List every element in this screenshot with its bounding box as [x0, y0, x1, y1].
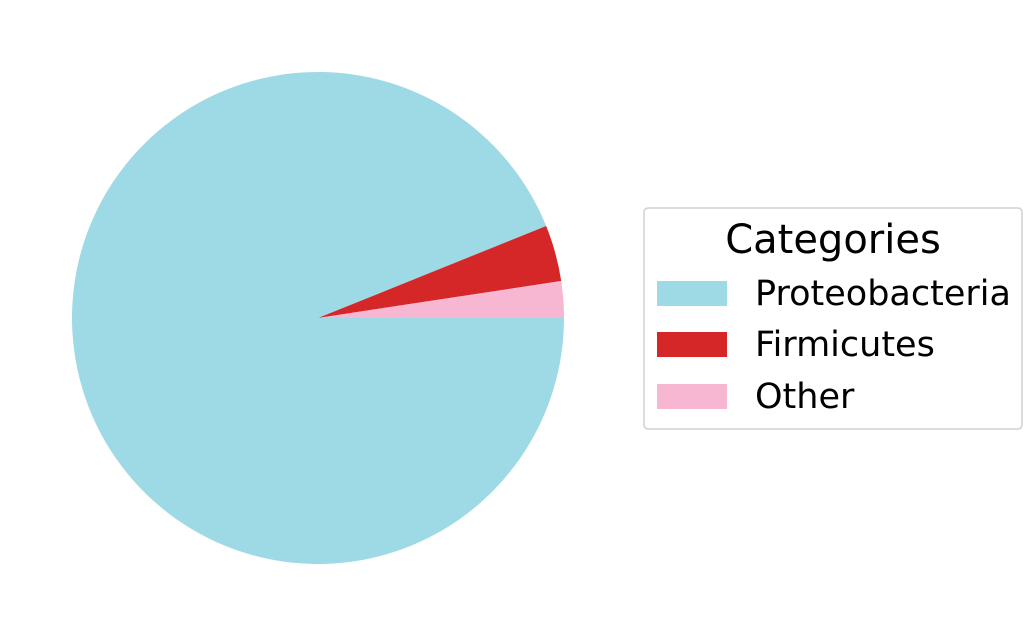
- pie-slice-firmicutes: [318, 226, 562, 318]
- legend: Categories Proteobacteria Firmicutes Other: [643, 207, 1023, 430]
- legend-label-other: Other: [755, 377, 855, 417]
- pie-slices: [72, 72, 564, 565]
- pie-slice-other: [318, 281, 564, 318]
- legend-swatch-proteobacteria: [657, 281, 727, 306]
- legend-frame: [643, 207, 1023, 430]
- legend-swatch-other: [657, 384, 727, 409]
- legend-title: Categories: [725, 217, 941, 263]
- pie-slice-proteobacteria: [72, 72, 564, 565]
- legend-label-proteobacteria: Proteobacteria: [755, 274, 1011, 314]
- legend-swatch-firmicutes: [657, 332, 727, 357]
- legend-label-firmicutes: Firmicutes: [755, 325, 935, 365]
- legend-entries: Proteobacteria Firmicutes Other: [657, 274, 1011, 417]
